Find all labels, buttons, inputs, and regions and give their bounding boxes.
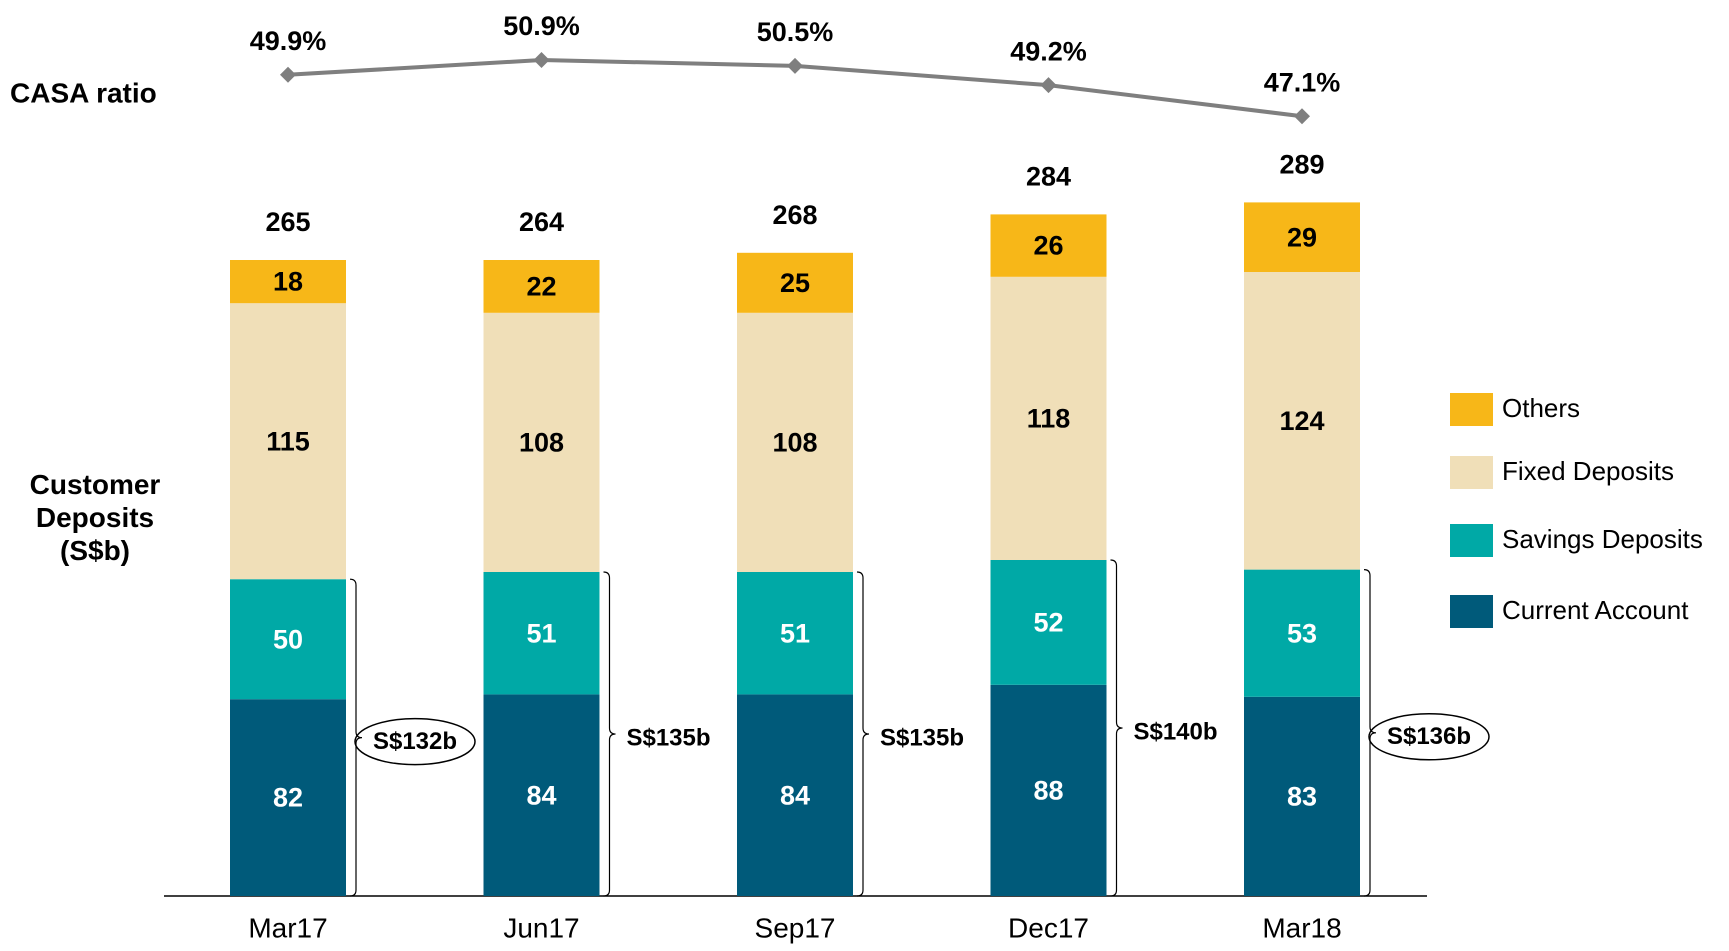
casa-label: S$132b	[373, 728, 457, 755]
x-tick-label: Jun17	[503, 912, 579, 943]
segment-label: 50	[273, 624, 303, 654]
x-tick-label: Sep17	[755, 912, 836, 943]
line-marker	[533, 52, 550, 68]
bar-segment	[737, 694, 853, 896]
segment-label: 18	[273, 267, 303, 297]
legend-label: Savings Deposits	[1502, 524, 1703, 554]
segment-label: 26	[1033, 231, 1063, 261]
line-value-label: 49.9%	[250, 26, 327, 56]
total-label: 265	[265, 207, 310, 237]
casa-label: S$140b	[1133, 718, 1217, 745]
segment-label: 84	[780, 780, 810, 810]
legend-label: Current Account	[1502, 595, 1689, 625]
casa-label: S$135b	[880, 724, 964, 751]
line-marker	[787, 57, 803, 74]
bar-segment	[483, 694, 600, 896]
segment-label: 51	[526, 618, 556, 648]
bracket	[1363, 569, 1377, 897]
segment-label: 51	[780, 618, 810, 648]
bar-segment	[737, 312, 853, 572]
bar-segment	[737, 252, 853, 313]
legend-swatch	[1450, 524, 1493, 557]
segment-label: 82	[273, 783, 303, 813]
bracket	[603, 571, 616, 897]
segment-label: 25	[780, 268, 810, 298]
segment-label: 53	[1287, 618, 1317, 648]
bar-segment	[990, 684, 1107, 896]
highlight-ring	[1368, 713, 1490, 761]
legend-label: Others	[1502, 393, 1580, 423]
bar-segment	[737, 572, 853, 695]
segment-label: 88	[1033, 776, 1063, 806]
legend-swatch	[1450, 595, 1493, 628]
bar-segment	[230, 699, 346, 896]
legend-label: Fixed Deposits	[1502, 456, 1674, 486]
bracket	[1110, 559, 1123, 897]
segment-label: 108	[519, 428, 564, 458]
segment-label: 52	[1033, 608, 1063, 638]
bar-segment	[990, 214, 1107, 277]
bar-segment	[483, 312, 600, 572]
bar-segment	[230, 579, 346, 700]
bar-segment	[1244, 272, 1360, 570]
segment-label: 118	[1027, 404, 1071, 434]
total-label: 264	[519, 207, 564, 237]
casa-label: S$136b	[1387, 723, 1471, 750]
bar-segment	[230, 260, 346, 304]
line-value-label: 50.5%	[757, 17, 834, 47]
bar-segment	[483, 260, 600, 313]
segment-label: 22	[526, 272, 556, 302]
bracket	[856, 571, 870, 897]
line-label: CASA ratio	[10, 77, 157, 108]
segment-label: 124	[1279, 406, 1324, 436]
bar-segment	[230, 303, 346, 580]
bar-segment	[990, 276, 1107, 560]
total-label: 284	[1026, 162, 1071, 192]
bracket	[349, 578, 363, 897]
legend-swatch	[1450, 393, 1493, 426]
total-label: 268	[772, 200, 817, 230]
total-label: 289	[1279, 150, 1324, 180]
line-value-label: 49.2%	[1010, 36, 1087, 66]
segment-label: 84	[526, 780, 556, 810]
x-tick-label: Mar18	[1262, 912, 1341, 943]
x-tick-label: Mar17	[248, 912, 327, 943]
line-marker	[1294, 108, 1310, 125]
legend-swatch	[1450, 456, 1493, 489]
x-tick-label: Dec17	[1008, 912, 1089, 943]
line-value-label: 50.9%	[503, 11, 580, 41]
bar-segment	[990, 560, 1107, 685]
y-axis-label: Customer Deposits (S$b)	[29, 469, 161, 566]
segment-label: 115	[266, 426, 310, 456]
line-value-label: 47.1%	[1264, 67, 1341, 97]
bar-segment	[1244, 569, 1360, 697]
segment-label: 29	[1287, 222, 1317, 252]
segment-label: 108	[772, 428, 817, 458]
bar-segment	[483, 572, 600, 695]
casa-label: S$135b	[626, 724, 710, 751]
bar-segment	[1244, 696, 1360, 896]
segment-label: 83	[1287, 782, 1317, 812]
highlight-ring	[354, 717, 476, 766]
line-marker	[280, 66, 296, 83]
bar-segment	[1244, 202, 1360, 272]
line-marker	[1040, 77, 1057, 94]
